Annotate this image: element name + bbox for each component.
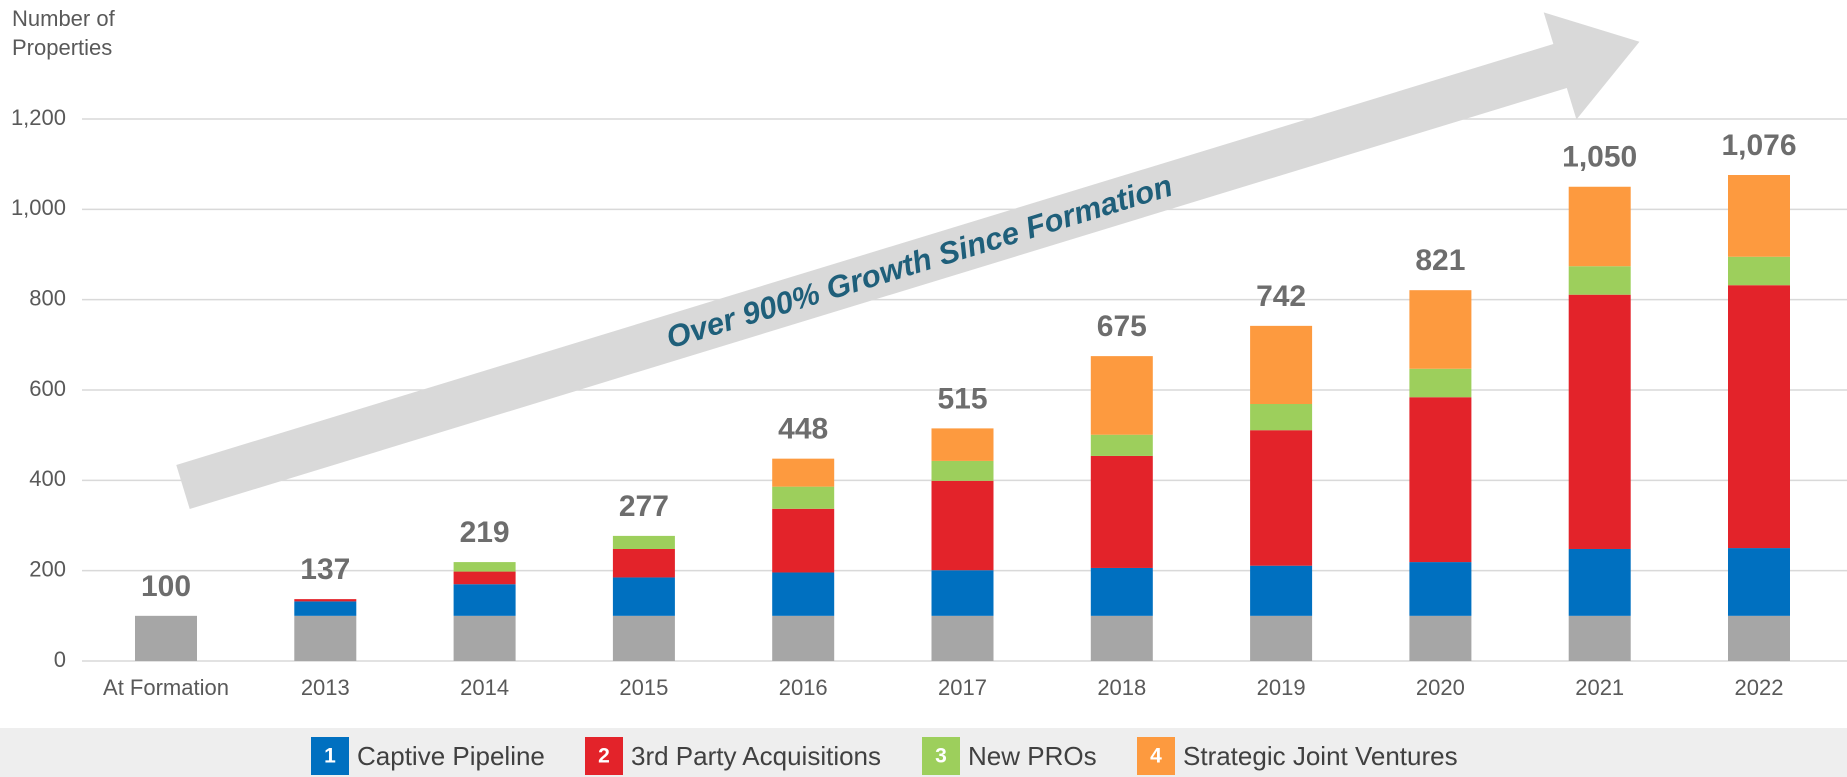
total-label: 219 — [460, 516, 510, 549]
bar-segment — [1250, 404, 1313, 431]
bar-segment — [772, 508, 835, 573]
legend-badge: 3 — [935, 745, 947, 768]
bar-segment — [1728, 548, 1790, 616]
bar-segment — [772, 458, 835, 487]
bar-segment — [1090, 455, 1153, 568]
bar-segment — [453, 562, 516, 572]
bar-segment — [453, 571, 516, 585]
bar-segment — [1409, 368, 1472, 398]
total-label: 277 — [619, 490, 669, 523]
x-tick-label: 2019 — [1257, 675, 1306, 700]
y-tick-label: 1,000 — [11, 195, 66, 220]
y-tick-label: 400 — [29, 466, 66, 491]
bar-segment — [1090, 615, 1153, 661]
total-label: 448 — [778, 413, 828, 446]
bar-segment — [1409, 397, 1472, 563]
x-tick-label: 2013 — [301, 675, 350, 700]
bar-segment — [1568, 186, 1631, 267]
bar-segment — [1568, 548, 1631, 616]
legend-badge: 4 — [1150, 745, 1162, 768]
bar-segment — [931, 428, 994, 461]
total-label: 675 — [1097, 310, 1147, 343]
legend-swatch — [311, 737, 349, 775]
bar-segment — [453, 615, 516, 661]
legend-swatch — [922, 737, 960, 775]
bar-segment — [772, 572, 835, 616]
legend-label: Captive Pipeline — [357, 741, 545, 771]
bar-segment — [294, 599, 357, 602]
legend-badge: 2 — [598, 745, 610, 768]
bar-segment — [1090, 356, 1153, 435]
bar-segment — [931, 480, 994, 571]
x-tick-label: 2021 — [1575, 675, 1624, 700]
bar-segment — [612, 615, 675, 661]
total-label: 100 — [141, 570, 191, 603]
bar-segment — [1568, 266, 1631, 295]
y-tick-label: 800 — [29, 285, 66, 310]
total-label: 742 — [1256, 280, 1306, 313]
bar-segment — [772, 615, 835, 661]
y-tick-label: 1,200 — [11, 105, 66, 130]
legend-swatch — [585, 737, 623, 775]
bar-segment — [612, 535, 675, 549]
bar-segment — [1568, 294, 1631, 549]
bar-segment — [1250, 565, 1313, 616]
bar-segment — [1090, 434, 1153, 456]
total-label: 137 — [300, 553, 350, 586]
total-label: 1,050 — [1562, 141, 1637, 174]
bar-segment — [931, 460, 994, 481]
bar-segment — [453, 584, 516, 616]
bar-segment — [1409, 615, 1472, 661]
bar-segment — [1728, 256, 1790, 286]
bar-segment — [294, 601, 357, 616]
bar-segment — [1728, 175, 1790, 257]
bar-segment — [1409, 290, 1472, 369]
bar-segment — [612, 548, 675, 578]
bar-segment — [1250, 430, 1313, 566]
y-tick-label: 200 — [29, 556, 66, 581]
x-tick-label: 2017 — [938, 675, 987, 700]
x-tick-label: 2016 — [779, 675, 828, 700]
legend-badge: 1 — [324, 745, 336, 768]
y-tick-label: 600 — [29, 376, 66, 401]
bar-segment — [1728, 285, 1790, 549]
legend-label: 3rd Party Acquisitions — [631, 741, 881, 771]
bar-segment — [931, 570, 994, 616]
y-tick-label: 0 — [54, 647, 66, 672]
legend-label: Strategic Joint Ventures — [1183, 741, 1458, 771]
bar-segment — [1409, 562, 1472, 616]
x-tick-label: 2020 — [1416, 675, 1465, 700]
bar-segment — [294, 615, 357, 661]
x-tick-label: 2014 — [460, 675, 509, 700]
x-tick-label: 2022 — [1735, 675, 1784, 700]
bar-segment — [1250, 615, 1313, 661]
legend-swatch — [1137, 737, 1175, 775]
bar-segment — [772, 486, 835, 509]
total-label: 1,076 — [1721, 129, 1796, 162]
y-axis-label: Number of Properties — [12, 6, 115, 60]
bar-segment — [1568, 615, 1631, 661]
total-label: 821 — [1415, 244, 1465, 277]
x-tick-label: 2018 — [1097, 675, 1146, 700]
bar-segment — [1090, 567, 1153, 616]
bar-segment — [931, 615, 994, 661]
bar-segment — [612, 577, 675, 616]
bar-segment — [135, 615, 197, 661]
x-tick-label: 2015 — [619, 675, 668, 700]
bar-segment — [1250, 325, 1313, 405]
x-tick-label: At Formation — [103, 675, 229, 700]
legend-label: New PROs — [968, 741, 1097, 771]
bar-segment — [1728, 615, 1790, 661]
total-label: 515 — [937, 382, 987, 415]
